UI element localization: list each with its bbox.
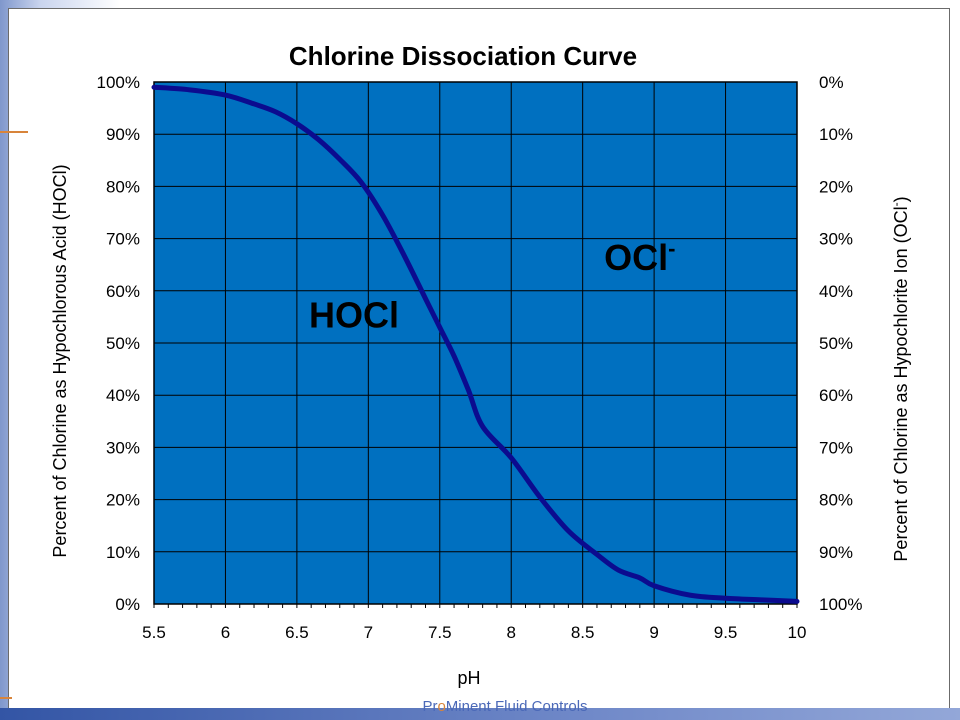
x-tick-label: 6.5 — [285, 623, 309, 642]
dissociation-curve — [151, 84, 800, 604]
accent-line — [0, 697, 12, 699]
x-tick-label: 8 — [506, 623, 515, 642]
y-axis-label-right-superscript: - — [889, 202, 903, 206]
footer-band — [0, 708, 960, 720]
y-tick-label-right: 40% — [819, 282, 853, 301]
y-axis-label-right-text: Percent of Chlorine as Hypochlorite Ion … — [891, 206, 911, 561]
footer-brand-part1: Pr — [422, 698, 437, 715]
x-tick-labels: 5.5 6 6.5 7 7.5 8 8.5 9 9.5 10 — [142, 623, 806, 642]
y-axis-label-left: Percent of Chlorine as Hypochlorous Acid… — [50, 164, 70, 557]
y-tick-label-left: 60% — [106, 282, 140, 301]
y-tick-label-left: 80% — [106, 177, 140, 196]
y-tick-labels-left: 0% 10% 20% 30% 40% 50% 60% 70% 80% 90% 100% — [97, 73, 140, 614]
y-tick-label-right: 10% — [819, 125, 853, 144]
y-tick-label-right: 30% — [819, 230, 853, 249]
y-tick-label-left: 100% — [97, 73, 140, 92]
x-axis-label: pH — [457, 668, 480, 688]
plot-frame — [153, 81, 798, 605]
y-tick-label-left: 30% — [106, 438, 140, 457]
y-tick-label-left: 70% — [106, 230, 140, 249]
y-tick-label-left: 10% — [106, 543, 140, 562]
x-tick-label: 10 — [788, 623, 807, 642]
footer-brand-part3: Minent Fluid Controls — [446, 698, 588, 715]
accent-line — [0, 131, 28, 133]
y-tick-label-right: 0% — [819, 73, 844, 92]
x-tick-label: 7 — [364, 623, 373, 642]
y-tick-label-right: 60% — [819, 386, 853, 405]
minor-ticks — [153, 604, 798, 608]
x-tick-label: 7.5 — [428, 623, 452, 642]
ocl-region-label: OCl- — [604, 236, 675, 278]
x-tick-label: 9.5 — [714, 623, 738, 642]
x-tick-label: 6 — [221, 623, 230, 642]
y-tick-labels-right: 100% 90% 80% 70% 60% 50% 40% 30% 20% 10% 0% — [819, 73, 862, 614]
y-tick-label-right: 70% — [819, 438, 853, 457]
hocl-region-label: HOCl — [309, 294, 399, 335]
y-tick-label-left: 0% — [115, 595, 140, 614]
x-tick-label: 5.5 — [142, 623, 166, 642]
y-tick-label-right: 50% — [819, 334, 853, 353]
y-tick-label-right: 80% — [819, 491, 853, 510]
y-tick-label-left: 20% — [106, 491, 140, 510]
y-axis-label-right-close: ) — [891, 196, 911, 202]
y-tick-label-left: 50% — [106, 334, 140, 353]
x-tick-label: 8.5 — [571, 623, 595, 642]
footer-brand: ProMinent Fluid Controls — [422, 698, 587, 715]
y-tick-label-right: 90% — [819, 543, 853, 562]
ocl-label-text: OCl — [604, 237, 668, 278]
y-tick-label-left: 40% — [106, 386, 140, 405]
y-tick-label-right: 100% — [819, 595, 862, 614]
y-tick-label-left: 90% — [106, 125, 140, 144]
y-tick-label-right: 20% — [819, 177, 853, 196]
ocl-label-superscript: - — [668, 236, 675, 261]
y-axis-label-right: Percent of Chlorine as Hypochlorite Ion … — [889, 196, 911, 561]
chart-title: Chlorine Dissociation Curve — [289, 41, 637, 71]
footer-brand-accent: o — [437, 698, 445, 715]
x-tick-label: 9 — [649, 623, 658, 642]
